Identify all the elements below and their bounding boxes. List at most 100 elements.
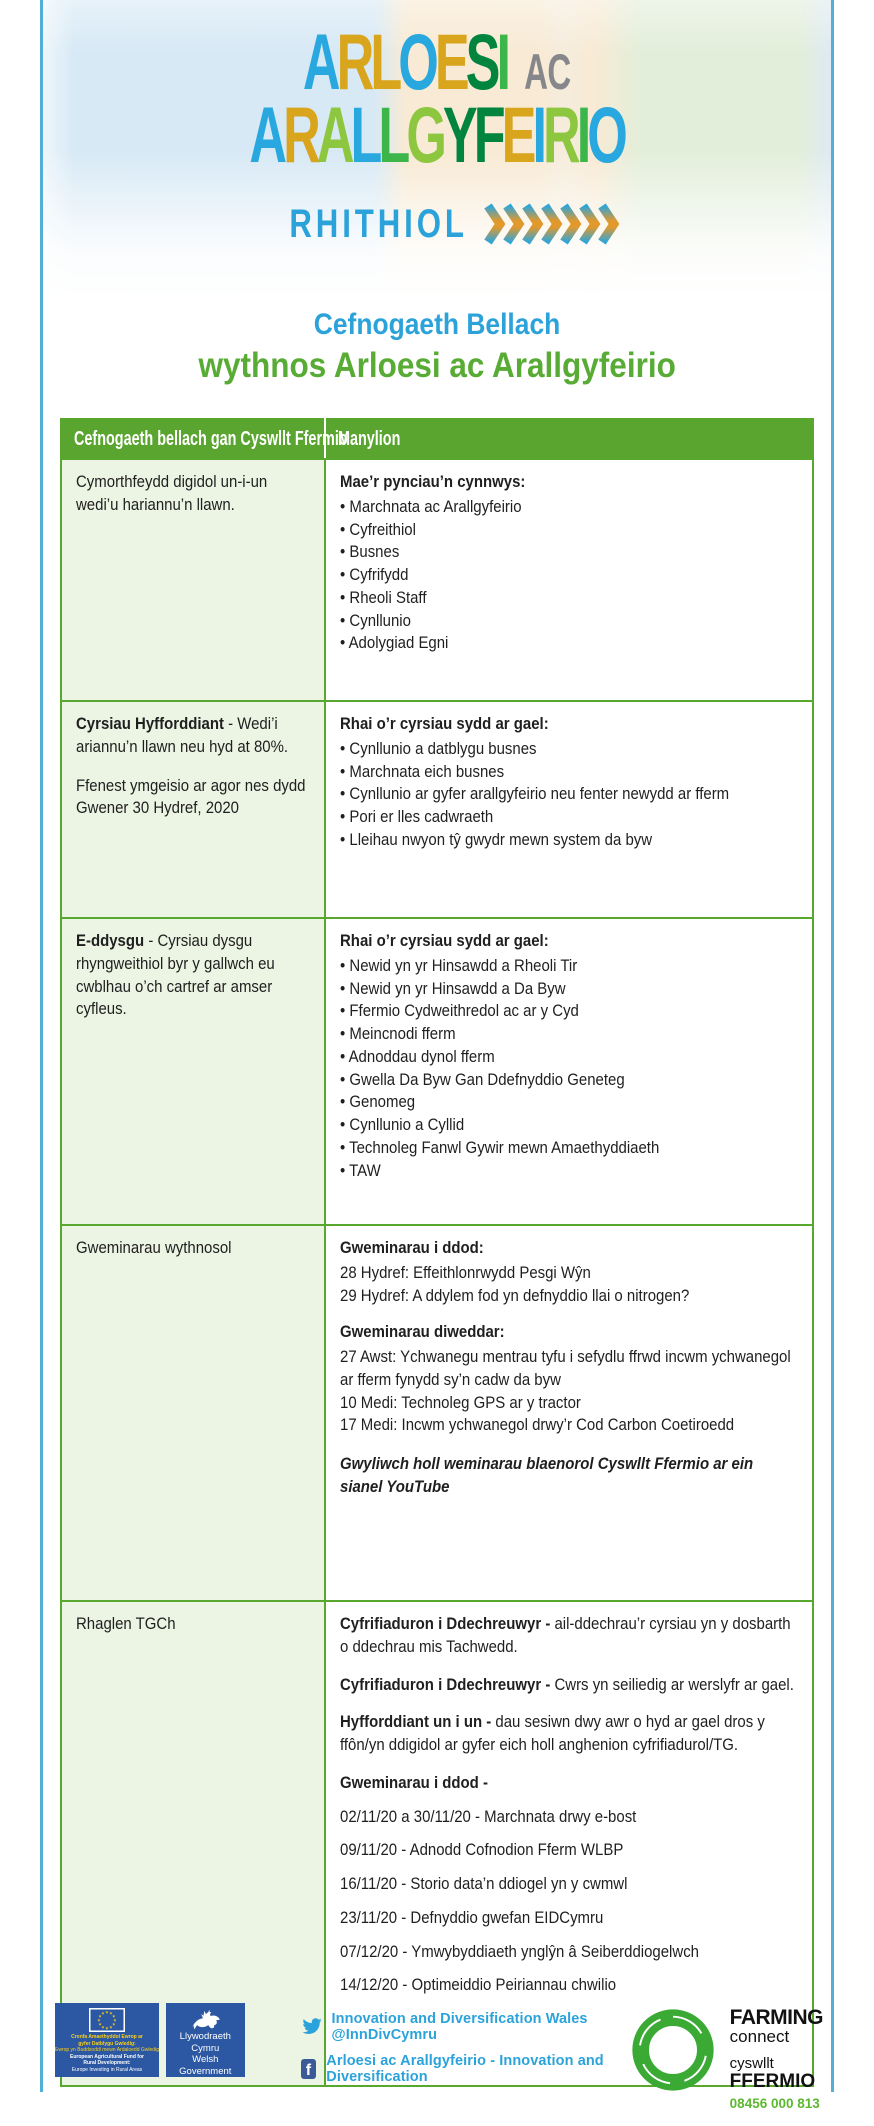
farming-connect-ring-icon: [632, 2009, 714, 2091]
bullet-item: Cynllunio ar gyfer arallgyfeirio neu fen…: [340, 783, 798, 806]
svg-text:★: ★: [97, 2018, 101, 2023]
bullet-item: Newid yn yr Hinsawdd a Da Byw: [340, 978, 798, 1001]
logo: ARLOESI AC ARALLGYFEIRIO RHITHIOL: [43, 0, 831, 247]
banner-fade: [43, 0, 831, 300]
tagline: RHITHIOL: [288, 201, 468, 246]
row-details-cell: Mae’r pynciau’n cynnwys: Marchnata ac Ara…: [324, 458, 814, 702]
bullet-item: Gwella Da Byw Gan Ddefnyddio Geneteg: [340, 1069, 798, 1092]
twitter-row[interactable]: Innovation and Diversification Wales @In…: [301, 2011, 626, 2043]
logo-line-2: ARALLGYFEIRIO: [250, 95, 628, 174]
logo-letter: I: [532, 89, 547, 179]
logo-letter: A: [249, 89, 288, 179]
label-paragraph: Rhaglen TGCh: [76, 1614, 176, 1633]
bullet-item: Cynllunio: [340, 610, 798, 633]
block-heading: Gweminarau i ddod -: [340, 1772, 488, 1792]
logo-line-1-letters: ARLOESI: [303, 17, 511, 106]
detail-paragraph: Cyfrifiaduron i Ddechreuwyr - Cwrs yn se…: [340, 1674, 794, 1694]
label-paragraph: Ffenest ymgeisio ar agor nes dydd Gwener…: [76, 775, 306, 818]
svg-text:★: ★: [109, 2011, 113, 2016]
table-row: E-ddysgu - Cyrsiau dysgu rhyngweithiol b…: [60, 917, 814, 1226]
twitter-icon: [302, 2018, 322, 2034]
logo-letter: F: [474, 89, 506, 179]
svg-text:★: ★: [101, 2011, 105, 2016]
bullet-item: Rheoli Staff: [340, 587, 798, 610]
eu-text: Cronfa Amaethyddol Ewrop ar gyfer Datblyg…: [55, 2034, 159, 2073]
row-label-cell: E-ddysgu - Cyrsiau dysgu rhyngweithiol b…: [60, 917, 326, 1226]
date-line: 23/11/20 - Defnyddio gwefan EIDCymru: [340, 1907, 604, 1927]
logo-letter: R: [283, 89, 321, 179]
facebook-row[interactable]: f Arloesi ac Arallgyfeirio - Innovation …: [300, 2053, 626, 2085]
farming-connect-wordmark: FARMING connect cyswllt FFERMIO 08456 00…: [729, 2006, 824, 2111]
row-label-cell: Cymorthfeydd digidol un-i-un wedi’u hari…: [60, 458, 326, 702]
bullet-item: Meincnodi fferm: [340, 1023, 798, 1046]
eu-text-line: Rural Development:: [83, 2060, 131, 2066]
col-header-details: Manylion: [324, 418, 814, 460]
eu-flag-icon: ★ ★★ ★★★ ★★★ ★★★: [88, 2008, 125, 2032]
eu-text-line: Europe Investing in Rural Areas: [71, 2066, 143, 2073]
frame-line-right: [831, 0, 834, 2092]
bullet-item: Lleihau nwyon tŷ gwydr mewn system da by…: [340, 829, 798, 852]
block-heading: Rhai o’r cyrsiau sydd ar gael:: [340, 714, 549, 733]
eu-text-line: gyfer Datblygu Gwledig:: [78, 2040, 136, 2047]
svg-text:★: ★: [112, 2014, 116, 2019]
col-header-support: Cefnogaeth bellach gan Cyswllt Ffermio: [60, 418, 348, 460]
bullet-item: Newid yn yr Hinsawdd a Rheoli Tir: [340, 955, 798, 978]
farming-connect-logo: FARMING connect cyswllt FFERMIO 08456 00…: [626, 2003, 824, 2111]
logo-letter: S: [465, 17, 501, 106]
bullet-item: Genomeg: [340, 1091, 798, 1114]
bullet-item: Adnoddau dynol fferm: [340, 1046, 798, 1069]
tagline-row: RHITHIOL: [43, 201, 831, 247]
label-paragraph: Cymorthfeydd digidol un-i-un wedi’u hari…: [76, 472, 268, 514]
logo-letter: E: [435, 17, 470, 106]
svg-text:★: ★: [113, 2018, 117, 2023]
logo-ac: AC: [524, 44, 571, 100]
table-row: Cymorthfeydd digidol un-i-un wedi’u hari…: [60, 458, 814, 702]
frame-line-left: [40, 0, 43, 2092]
titles: Cefnogaeth Bellach wythnos Arloesi ac Ar…: [43, 308, 831, 386]
label-paragraph: Cyrsiau Hyfforddiant - Wedi’i ariannu’n …: [76, 714, 289, 756]
text-line: 29 Hydref: A ddylem fod yn defnyddio lla…: [340, 1285, 690, 1305]
bullet-item: Cynllunio a Cyllid: [340, 1114, 798, 1137]
logo-letter: R: [336, 17, 375, 106]
banner: ARLOESI AC ARALLGYFEIRIO RHITHIOL: [43, 0, 831, 300]
twitter-handle: Innovation and Diversification Wales @In…: [331, 2011, 588, 2043]
chevrons-icon: [484, 203, 620, 245]
block-heading: Gweminarau i ddod:: [340, 1238, 484, 1257]
row-label-cell: Cyrsiau Hyfforddiant - Wedi’i ariannu’n …: [60, 700, 326, 919]
table-body: Cymorthfeydd digidol un-i-un wedi’u hari…: [60, 458, 814, 2087]
date-line: 02/11/20 a 30/11/20 - Marchnata drwy e-b…: [340, 1806, 637, 1826]
dragon-icon: [192, 2009, 221, 2030]
logo-letter: R: [543, 89, 581, 179]
row-label-cell: Gweminarau wythnosol: [60, 1224, 326, 1602]
logo-line-2-letters: ARALLGYFEIRIO: [249, 89, 628, 179]
label-paragraph: E-ddysgu - Cyrsiau dysgu rhyngweithiol b…: [76, 931, 275, 1019]
facebook-icon: f: [300, 2059, 317, 2079]
bullet-item: Technoleg Fanwl Gywir mewn Amaethyddiaet…: [340, 1137, 798, 1160]
block-heading: Rhai o’r cyrsiau sydd ar gael:: [340, 931, 549, 950]
detail-paragraph: Cyfrifiaduron i Ddechreuwyr - ail-ddechr…: [340, 1614, 791, 1656]
eu-text-line: European Agricultural Fund for: [69, 2053, 144, 2060]
date-line: 07/12/20 - Ymwybyddiaeth ynglŷn â Seiber…: [340, 1941, 699, 1961]
logo-letter: E: [502, 89, 537, 179]
table-header-row: Cefnogaeth bellach gan Cyswllt Ffermio M…: [60, 418, 814, 460]
logo-letter: L: [350, 89, 383, 179]
svg-text:★: ★: [109, 2024, 113, 2029]
text-line: 17 Medi: Incwm ychwanegol drwy’r Cod Car…: [340, 1415, 735, 1435]
logo-letter: Y: [443, 89, 478, 179]
logo-letter: I: [577, 89, 591, 179]
page-title: wythnos Arloesi ac Arallgyfeirio: [198, 346, 676, 385]
bullet-item: Cyfreithiol: [340, 519, 798, 542]
bullet-item: TAW: [340, 1160, 798, 1183]
row-details-cell: Cyfrifiaduron i Ddechreuwyr - ail-ddechr…: [324, 1600, 814, 2087]
text-line: 27 Awst: Ychwanegu mentrau tyfu i sefydl…: [340, 1347, 791, 1389]
svg-text:★: ★: [105, 2026, 109, 2031]
date-line: 09/11/20 - Adnodd Cofnodion Fferm WLBP: [340, 1840, 624, 1860]
date-line: 16/11/20 - Storio data’n ddiogel yn y cw…: [340, 1874, 628, 1894]
note-text: Gwyliwch holl weminarau blaenorol Cyswll…: [340, 1454, 754, 1496]
bullet-item: Busnes: [340, 541, 798, 564]
bullet-item: Cynllunio a datblygu busnes: [340, 738, 798, 761]
social-links: Innovation and Diversification Wales @In…: [300, 2011, 626, 2085]
svg-text:★: ★: [98, 2022, 102, 2027]
block-heading: Gweminarau diweddar:: [340, 1322, 505, 1342]
logo-letter: G: [406, 89, 448, 179]
